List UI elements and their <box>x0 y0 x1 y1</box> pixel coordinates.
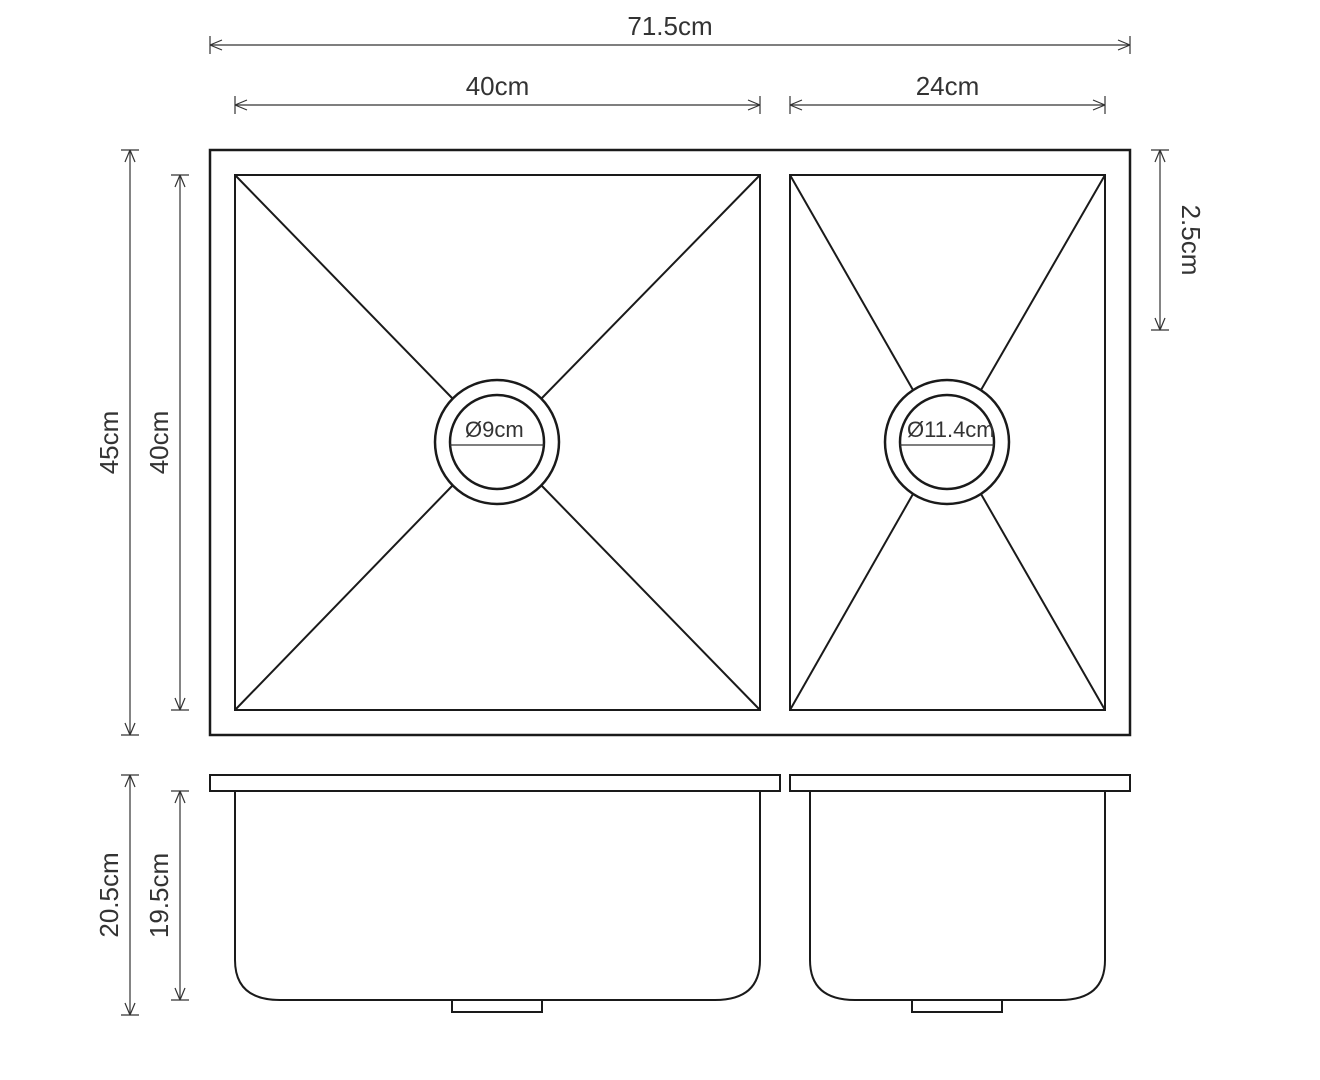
sink-technical-drawing: Ø9cm Ø11.4cm <box>0 0 1320 1080</box>
basin-left-diag <box>541 485 760 710</box>
side-left-bowl <box>235 791 760 1000</box>
dim-overall-height: 45cm <box>94 150 139 735</box>
drain-left-label: Ø9cm <box>465 417 524 442</box>
dim-basin-right-width-label: 24cm <box>916 71 980 101</box>
drain-right-outer <box>885 380 1009 504</box>
dim-basin-left-width: 40cm <box>235 71 760 114</box>
side-left-rim <box>210 775 780 791</box>
basin-left-diag <box>235 485 453 710</box>
dim-side-inner-height-label: 19.5cm <box>144 853 174 938</box>
dimensions: 71.5cm 40cm 24cm 45cm 40cm 2.5cm 20.5cm 19.5cm <box>94 11 1206 1015</box>
basin-right-diag <box>790 494 913 710</box>
drain-right-label: Ø11.4cm <box>907 417 995 442</box>
side-right-foot <box>912 1000 1002 1012</box>
basin-left-diag <box>541 175 760 399</box>
dim-overall-width: 71.5cm <box>210 11 1130 54</box>
basin-right-diag <box>790 175 913 390</box>
drain-left-inner <box>450 395 544 489</box>
dim-side-outer-height-label: 20.5cm <box>94 852 124 937</box>
basin-right-diag <box>981 494 1105 710</box>
drain-left-outer <box>435 380 559 504</box>
basin-left: Ø9cm <box>235 175 760 710</box>
dim-overall-height-label: 45cm <box>94 411 124 475</box>
side-right <box>790 775 1130 1012</box>
dim-basin-right-width: 24cm <box>790 71 1105 114</box>
drain-right-inner <box>900 395 994 489</box>
dim-rim-offset: 2.5cm <box>1151 150 1206 330</box>
dim-side-outer-height: 20.5cm <box>94 775 139 1015</box>
side-right-bowl <box>810 791 1105 1000</box>
dim-side-inner-height: 19.5cm <box>144 791 189 1000</box>
top-view: Ø9cm Ø11.4cm <box>210 150 1130 735</box>
dim-basin-height: 40cm <box>144 175 189 710</box>
side-right-rim <box>790 775 1130 791</box>
side-view <box>210 775 1130 1012</box>
dim-basin-left-width-label: 40cm <box>466 71 530 101</box>
basin-right-diag <box>981 175 1105 390</box>
dim-basin-height-label: 40cm <box>144 411 174 475</box>
basin-left-diag <box>235 175 453 399</box>
outer-rim <box>210 150 1130 735</box>
dim-overall-width-label: 71.5cm <box>627 11 712 41</box>
side-left <box>210 775 780 1012</box>
side-left-foot <box>452 1000 542 1012</box>
basin-right: Ø11.4cm <box>790 175 1105 710</box>
dim-rim-offset-label: 2.5cm <box>1176 205 1206 276</box>
